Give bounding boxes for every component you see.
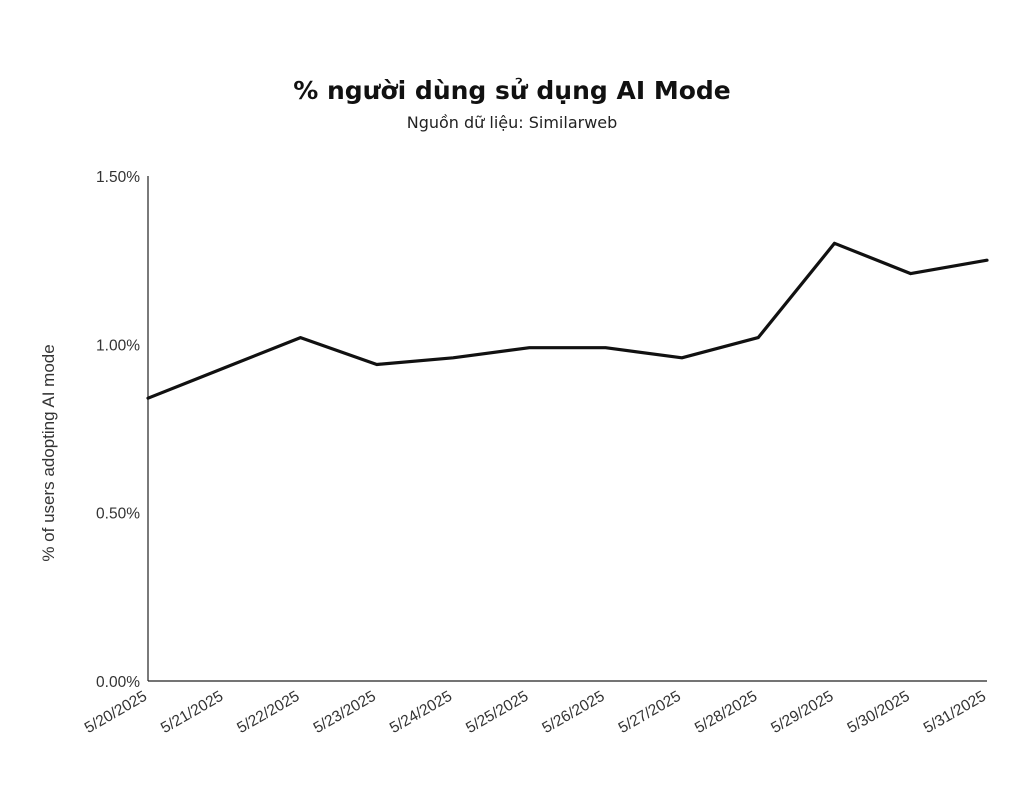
x-tick-label: 5/28/2025 [692,688,760,737]
x-tick-label: 5/21/2025 [158,688,226,737]
x-tick-label: 5/29/2025 [768,688,836,737]
x-tick-label: 5/25/2025 [463,688,531,737]
x-tick-label: 5/31/2025 [921,688,989,737]
x-tick-label: 5/22/2025 [234,688,302,737]
y-tick-labels: 0.00% 0.50% 1.00% 1.50% [96,169,140,691]
x-tick-label: 5/27/2025 [616,688,684,737]
x-tick-label: 5/30/2025 [844,688,912,737]
series-group [146,241,989,400]
y-tick-label: 0.00% [96,674,140,691]
chart-subtitle: Nguồn dữ liệu: Similarweb [407,113,618,132]
y-tick-label: 1.50% [96,169,140,186]
x-tick-label: 5/26/2025 [539,688,607,737]
y-axis-label: % of users adopting AI mode [39,344,58,561]
chart-title: % người dùng sử dụng AI Mode [293,76,731,105]
series-line [146,241,989,400]
y-tick-label: 0.50% [96,506,140,523]
x-tick-label: 5/23/2025 [311,688,379,737]
x-tick-labels: 5/20/2025 5/21/2025 5/22/2025 5/23/2025 5/24… [82,688,989,737]
y-tick-label: 1.00% [96,337,140,354]
x-tick-label: 5/24/2025 [387,688,455,737]
x-tick-label: 5/20/2025 [82,688,150,737]
